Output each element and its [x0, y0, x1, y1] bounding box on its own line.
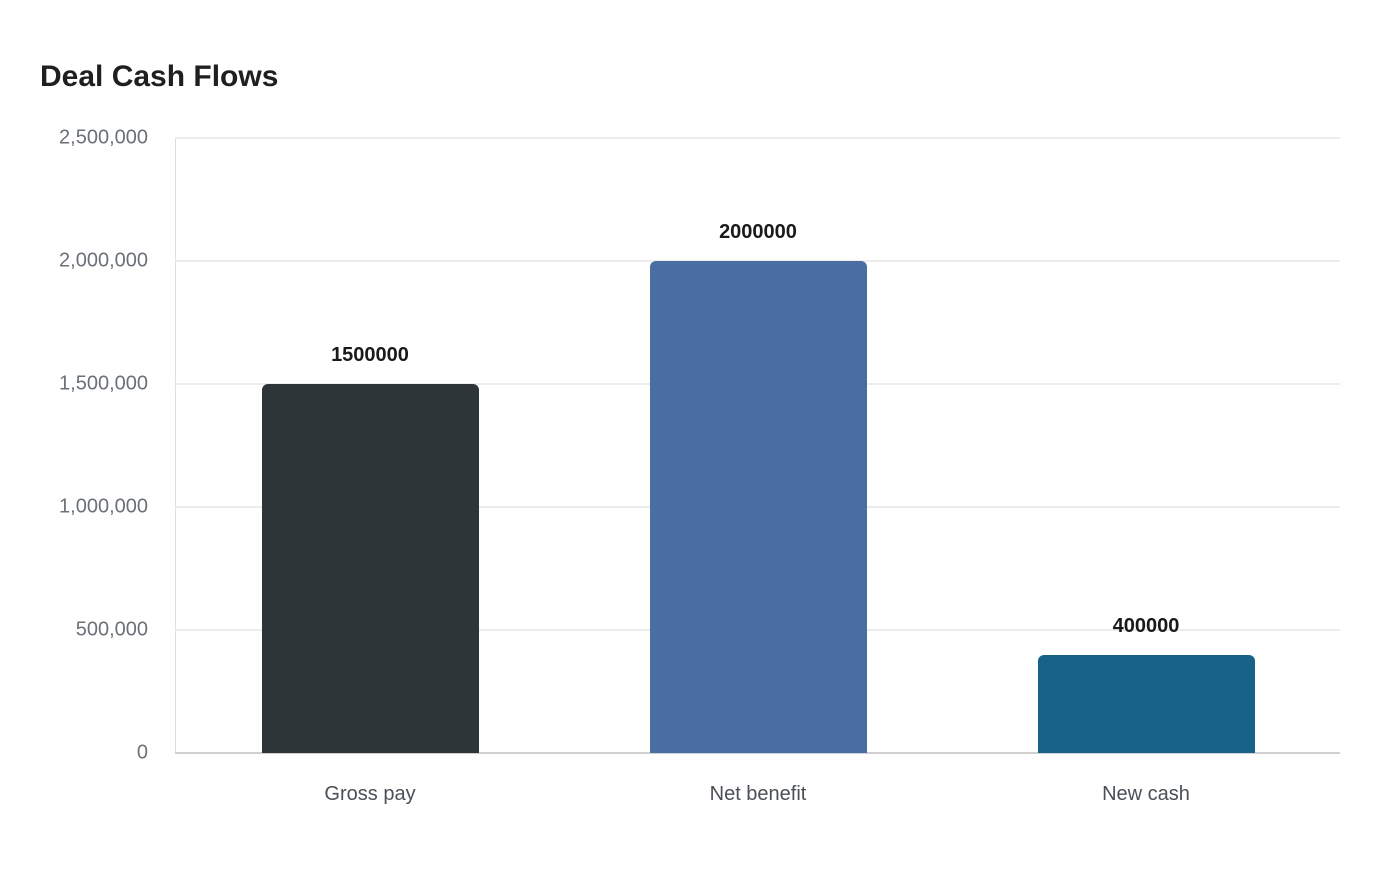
x-axis-line	[175, 752, 1340, 754]
y-tick-label: 1,500,000	[59, 372, 148, 395]
bar-new-cash[interactable]	[1037, 654, 1255, 753]
bar-value-label: 2000000	[719, 221, 797, 243]
y-tick-label: 2,500,000	[59, 126, 148, 149]
bar-value-label: 1500000	[331, 344, 409, 366]
y-tick-label: 0	[136, 741, 148, 764]
bar-net-benefit[interactable]	[649, 261, 867, 753]
y-tick-label: 500,000	[75, 618, 148, 641]
x-tick-label: Net benefit	[709, 783, 807, 805]
y-tick-label: 1,000,000	[59, 495, 148, 518]
bar-value-label: 400000	[1112, 614, 1180, 637]
x-tick-label: Gross pay	[324, 783, 416, 805]
x-tick-label: New cash	[1102, 783, 1190, 805]
y-tick-label: 2,000,000	[59, 249, 148, 272]
bar-gross-pay[interactable]	[261, 384, 479, 753]
y-axis-line	[175, 138, 176, 754]
gridline	[175, 137, 1340, 139]
chart-title: Deal Cash Flows	[40, 60, 279, 93]
